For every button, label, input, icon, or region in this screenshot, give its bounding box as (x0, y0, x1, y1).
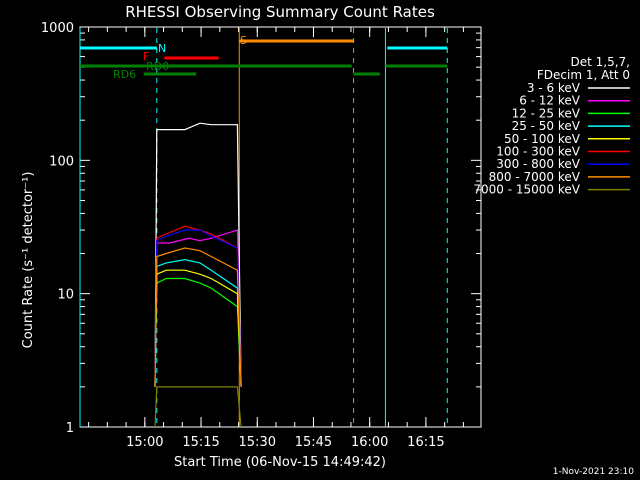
legend-label: 12 - 25 keV (512, 106, 581, 120)
series-line (154, 229, 242, 387)
y-axis: 1 10 100 1000 (41, 21, 481, 436)
footer-timestamp: 1-Nov-2021 23:10 (553, 467, 635, 477)
legend-label: 300 - 800 keV (496, 157, 580, 171)
rd6-label: RD6 (113, 68, 136, 81)
series-line (154, 229, 242, 387)
legend-label: 3 - 6 keV (527, 81, 581, 95)
x-tick-label: 16:15 (407, 435, 444, 450)
x-axis-label: Start Time (06-Nov-15 14:49:42) (174, 455, 386, 470)
x-tick-label: 15:00 (126, 435, 163, 450)
series-line (154, 258, 242, 387)
y-tick-label: 10 (57, 288, 74, 303)
plot-frame (79, 26, 482, 428)
flare-label: F (143, 50, 149, 63)
x-tick-label: 15:30 (239, 435, 276, 450)
x-axis: 15:00 15:15 15:30 15:45 16:00 16:15 (88, 27, 464, 450)
legend-header-line-1: Det 1,5,7, (571, 55, 631, 69)
chart-title: RHESSI Observing Summary Count Rates (125, 3, 435, 21)
saa-label: S (240, 34, 247, 47)
legend-label: 25 - 50 keV (512, 119, 581, 133)
x-tick-label: 15:15 (182, 435, 219, 450)
y-tick-label: 1 (66, 421, 74, 436)
series-line (154, 386, 242, 428)
y-tick-label: 100 (49, 154, 74, 169)
legend-label: 7000 - 15000 keV (473, 183, 580, 197)
y-tick-label: 1000 (41, 21, 74, 36)
y-axis-label: Count Rate (s⁻¹ detector⁻¹) (21, 172, 36, 349)
legend-label: 6 - 12 keV (519, 94, 581, 108)
legend-label: 800 - 7000 keV (489, 170, 581, 184)
x-tick-label: 15:45 (295, 435, 332, 450)
series-layer (154, 122, 242, 428)
legend-label: 50 - 100 keV (504, 132, 581, 146)
series-line (154, 122, 242, 387)
night-label: N (158, 42, 166, 55)
series-line (154, 277, 242, 387)
series-line (154, 247, 242, 387)
x-tick-label: 16:00 (351, 435, 388, 450)
series-line (154, 269, 242, 387)
legend-label: 100 - 300 keV (496, 145, 580, 159)
rd0-label: RD0 (146, 60, 169, 73)
legend-header-line-2: FDecim 1, Att 0 (537, 68, 630, 82)
